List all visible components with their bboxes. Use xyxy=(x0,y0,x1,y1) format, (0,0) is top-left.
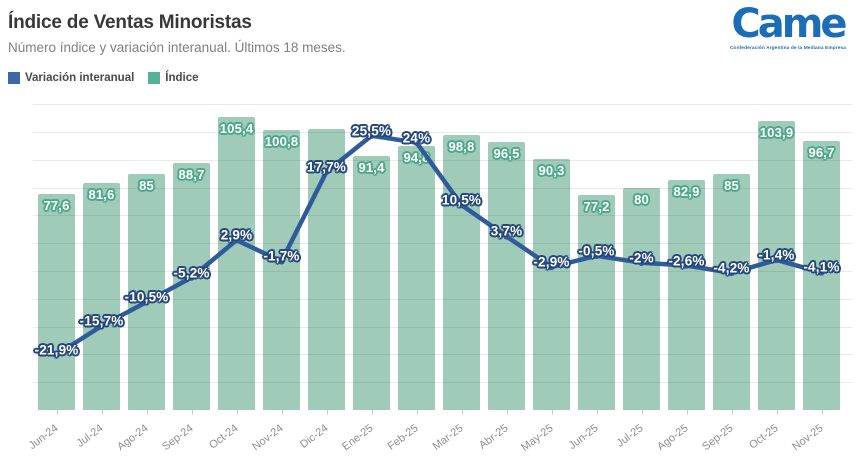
x-tick xyxy=(146,410,148,415)
x-tick xyxy=(641,410,643,415)
gridline xyxy=(33,382,853,384)
gridline xyxy=(33,354,853,356)
bar-value-label: 85 xyxy=(139,177,154,193)
bar-value-label: 85 xyxy=(724,177,739,193)
gridline xyxy=(33,243,853,245)
bar-value-label: 94,8 xyxy=(403,150,430,166)
gridline xyxy=(33,326,853,328)
yoy-line xyxy=(54,133,824,357)
bar-value-label: 90,3 xyxy=(538,162,565,178)
bar-May-25 xyxy=(533,158,570,410)
gridline xyxy=(33,159,853,161)
legend-label: Índice xyxy=(165,72,199,84)
chart-subtitle: Número índice y variación interanual. Úl… xyxy=(8,40,346,55)
bar-Nov-24 xyxy=(263,129,300,410)
bar-value-label: 88,7 xyxy=(178,167,205,183)
yoy-value-label: -2,9% xyxy=(533,254,570,270)
x-tick xyxy=(371,410,373,415)
x-tick xyxy=(191,410,193,415)
bar-value-label: 77,6 xyxy=(43,198,70,214)
chart-title: Índice de Ventas Minoristas xyxy=(8,12,252,33)
x-tick xyxy=(461,410,463,415)
legend-item-indice: Índice xyxy=(148,72,199,84)
bar-Abr-25 xyxy=(488,141,525,410)
x-tick xyxy=(776,410,778,415)
yoy-value-label: -4,2% xyxy=(713,260,750,276)
bar-Sep-25 xyxy=(713,173,750,410)
x-tick xyxy=(236,410,238,415)
yoy-value-label: 25,5% xyxy=(351,123,392,139)
bar-Ago-25 xyxy=(668,179,705,410)
bar-value-label: 82,9 xyxy=(673,183,700,199)
x-tick xyxy=(56,410,58,415)
legend-swatch-indice-icon xyxy=(148,72,161,84)
x-tick xyxy=(416,410,418,415)
bar-Nov-25 xyxy=(803,141,840,410)
bar-value-label: 96,5 xyxy=(493,145,520,161)
bar-value-label: 105,4 xyxy=(219,120,254,136)
x-tick xyxy=(596,410,598,415)
yoy-value-label: -21,9% xyxy=(34,342,79,358)
legend: Variación interanual Índice xyxy=(8,72,199,84)
yoy-value-label: 17,7% xyxy=(306,159,347,175)
x-tick xyxy=(551,410,553,415)
yoy-value-label: -1,4% xyxy=(758,247,795,263)
yoy-value-label: -1,7% xyxy=(263,248,300,264)
bar-value-label: 77,2 xyxy=(583,199,610,215)
x-axis-label-Jun-24: Jun-24 xyxy=(26,422,61,453)
bar-Jul-24 xyxy=(83,183,120,410)
x-tick xyxy=(506,410,508,415)
yoy-value-label: 2,9% xyxy=(220,227,253,243)
bar-Oct-25 xyxy=(758,121,795,410)
yoy-value-label: -10,5% xyxy=(124,289,169,305)
gridline xyxy=(33,215,853,217)
bar-value-label: 81,6 xyxy=(88,187,115,203)
x-tick xyxy=(731,410,733,415)
x-tick xyxy=(101,410,103,415)
legend-swatch-variacion-icon xyxy=(8,72,20,84)
yoy-value-label: 10,5% xyxy=(441,192,482,208)
yoy-value-label: -15,7% xyxy=(79,313,124,329)
yoy-value-label: -2% xyxy=(629,250,654,266)
bar-Feb-25 xyxy=(398,146,435,410)
x-tick xyxy=(686,410,688,415)
x-tick xyxy=(821,410,823,415)
came-logo-text: Came xyxy=(731,1,847,47)
bar-Jun-24 xyxy=(38,194,75,410)
came-logo-tagline: Confederación Argentina de la Mediana Em… xyxy=(729,46,846,51)
came-logo: Came Confederación Argentina de la Media… xyxy=(729,1,848,52)
yoy-value-label: 24% xyxy=(402,130,431,146)
yoy-value-label: -2,6% xyxy=(668,253,705,268)
bar-Ene-25 xyxy=(353,155,390,410)
bar-Mar-25 xyxy=(443,135,480,410)
bar-Oct-24 xyxy=(218,116,255,410)
gridline xyxy=(33,132,853,133)
yoy-value-label: -0,5% xyxy=(578,243,615,259)
bar-value-label: 80 xyxy=(634,191,649,207)
yoy-value-label: -5,2% xyxy=(173,265,210,281)
x-tick xyxy=(281,410,283,415)
legend-item-variacion-interanual: Variación interanual xyxy=(8,72,134,84)
gridline xyxy=(33,104,853,106)
yoy-value-label: -4,1% xyxy=(803,259,840,275)
yoy-value-label: 3,7% xyxy=(490,223,523,239)
bar-value-label: 91,4 xyxy=(358,159,385,175)
bar-Sep-24 xyxy=(173,163,210,410)
bar-value-label: 103,9 xyxy=(759,125,794,141)
bar-value-label: 96,7 xyxy=(808,145,835,161)
bar-value-label: 98,8 xyxy=(448,139,475,155)
bar-Jun-25 xyxy=(578,195,615,410)
x-tick xyxy=(326,410,328,415)
bar-value-label: 100,8 xyxy=(264,133,299,149)
legend-label: Variación interanual xyxy=(25,72,135,84)
